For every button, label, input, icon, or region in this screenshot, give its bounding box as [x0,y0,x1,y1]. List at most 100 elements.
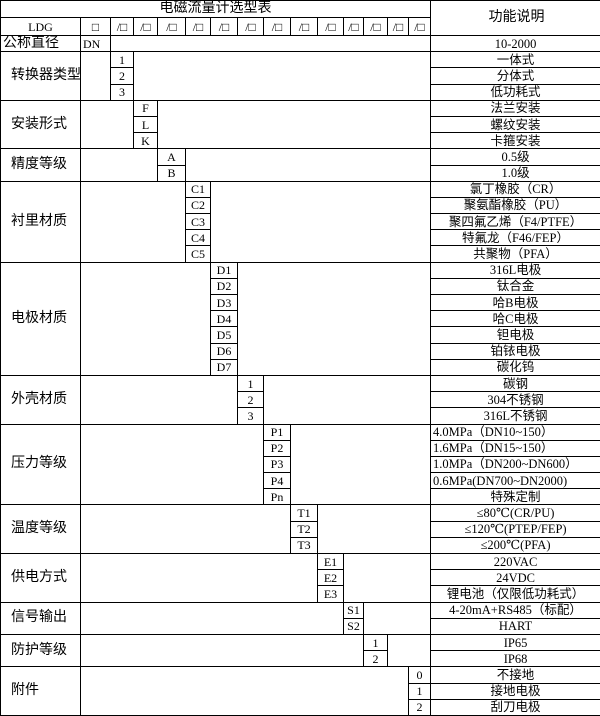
empty-cell [316,504,432,554]
table-row: 2 304不锈钢 [1,391,600,409]
empty-cell [80,148,158,182]
table-row: 3 低功耗式 [1,83,600,101]
option-code: 0 [407,666,432,684]
group-label: 信号输出 [0,601,81,635]
option-desc: 特氟龙（F46/FEP） [430,229,600,247]
table-row: C5 共聚物（PFA） [1,245,600,263]
table-row: D6 铂铱电极 [1,342,600,360]
row-label: 公称直径 [0,34,81,53]
option-desc: 不接地 [430,666,600,684]
code-slot: /□ [387,17,409,36]
code-slot: /□ [317,17,344,36]
option-desc: ≤120℃(PTEP/FEP) [430,520,600,538]
option-code: D4 [210,310,238,328]
option-code: A [157,148,186,166]
table-title: 电磁流量计选型表 [0,0,432,18]
code-slot: /□ [290,17,318,36]
option-desc: 碳化钨 [430,358,600,376]
code-slot: /□ [237,17,264,36]
option-desc: ≤200℃(PFA) [430,536,600,555]
table-row: 精度等级 A 0.5级 [0,148,600,182]
option-code: 3 [237,407,264,425]
option-desc: 卡箍安装 [430,132,600,150]
option-code: C1 [185,180,211,198]
option-code: T3 [290,536,318,555]
empty-cell [156,99,432,150]
option-code: Pn [263,488,291,506]
option-code: D2 [210,277,238,296]
option-code: D1 [210,261,238,279]
option-code: K [133,132,158,150]
group-label: 外壳材质 [0,374,81,425]
option-desc: 1.0级 [430,164,600,182]
option-desc: 碳钢 [430,374,600,393]
option-code: P4 [263,472,291,490]
table-row: 温度等级 T1 ≤80℃(CR/PU) [0,504,600,554]
option-desc: 304不锈钢 [430,391,600,409]
empty-cell [289,423,432,506]
code-slot: /□ [133,17,158,36]
option-code: T1 [290,504,318,522]
group-label: 转换器类型 [0,51,81,101]
option-code: D5 [210,326,238,344]
option-code: B [157,164,186,182]
option-code: C3 [185,213,211,231]
table-row: T3 ≤200℃(PFA) [1,536,600,555]
option-desc: 钛合金 [430,277,600,296]
table-row: K 卡箍安装 [1,132,600,150]
option-code: P2 [263,439,291,457]
empty-cell [262,374,432,425]
empty-cell [184,148,432,182]
option-desc: 刮刀电极 [430,698,600,716]
option-code: S1 [343,601,364,619]
empty-cell [80,423,264,506]
option-code: E3 [317,585,344,603]
option-code: 1 [237,374,264,393]
empty-cell [80,553,318,603]
option-code: P3 [263,455,291,474]
option-code: DN [80,34,111,53]
option-code: 2 [363,650,388,668]
option-desc: 0.5级 [430,148,600,166]
option-desc: 铂铱电极 [430,342,600,360]
code-slot: /□ [363,17,388,36]
code-slot: /□ [407,17,432,36]
option-code: E2 [317,569,344,587]
option-desc: 低功耗式 [430,83,600,101]
table-row: 供电方式 E1 220VAC [0,552,600,603]
option-desc: 一体式 [430,51,600,69]
table-row: 附件 0 不接地 [0,666,600,716]
group-label: 安装形式 [0,99,81,150]
table-row: 衬里材质 C1 氯丁橡胶（CR） [0,180,600,263]
option-code: 2 [110,67,134,85]
table-row: 外壳材质 1 碳钢 [0,374,600,425]
option-code: 1 [363,633,388,652]
option-desc: 接地电极 [430,682,600,700]
empty-cell [109,34,432,53]
option-desc: 220VAC [430,552,600,571]
empty-cell [80,261,211,376]
option-code: C5 [185,245,211,263]
option-code: 1 [407,682,432,700]
option-desc: HART [430,617,600,635]
option-desc: 螺纹安装 [430,115,600,134]
option-code: 3 [110,83,134,101]
option-code: D6 [210,342,238,360]
option-desc: 10-2000 [430,34,600,53]
empty-cell [80,601,344,635]
code-slot: /□ [157,17,186,36]
option-code: L [133,115,158,134]
option-desc: 24VDC [430,569,600,587]
group-label: 防护等级 [0,633,81,668]
group-label: 温度等级 [0,504,81,554]
empty-cell [386,633,432,668]
table-row: C3 聚四氟乙烯（F4/PTFE） [1,213,600,231]
title-row: 电磁流量计选型表 功能说明 [0,0,600,36]
table-row: 电极材质 D1 316L电极 [0,261,600,376]
table-row: 防护等级 1 IP65 [0,633,600,668]
option-code: S2 [343,617,364,635]
group-label: 精度等级 [0,148,81,182]
option-desc: 氯丁橡胶（CR） [430,180,600,198]
model-code-row: LDG □/□/□/□/□/□/□/□/□/□/□/□/□/□ [0,17,600,36]
